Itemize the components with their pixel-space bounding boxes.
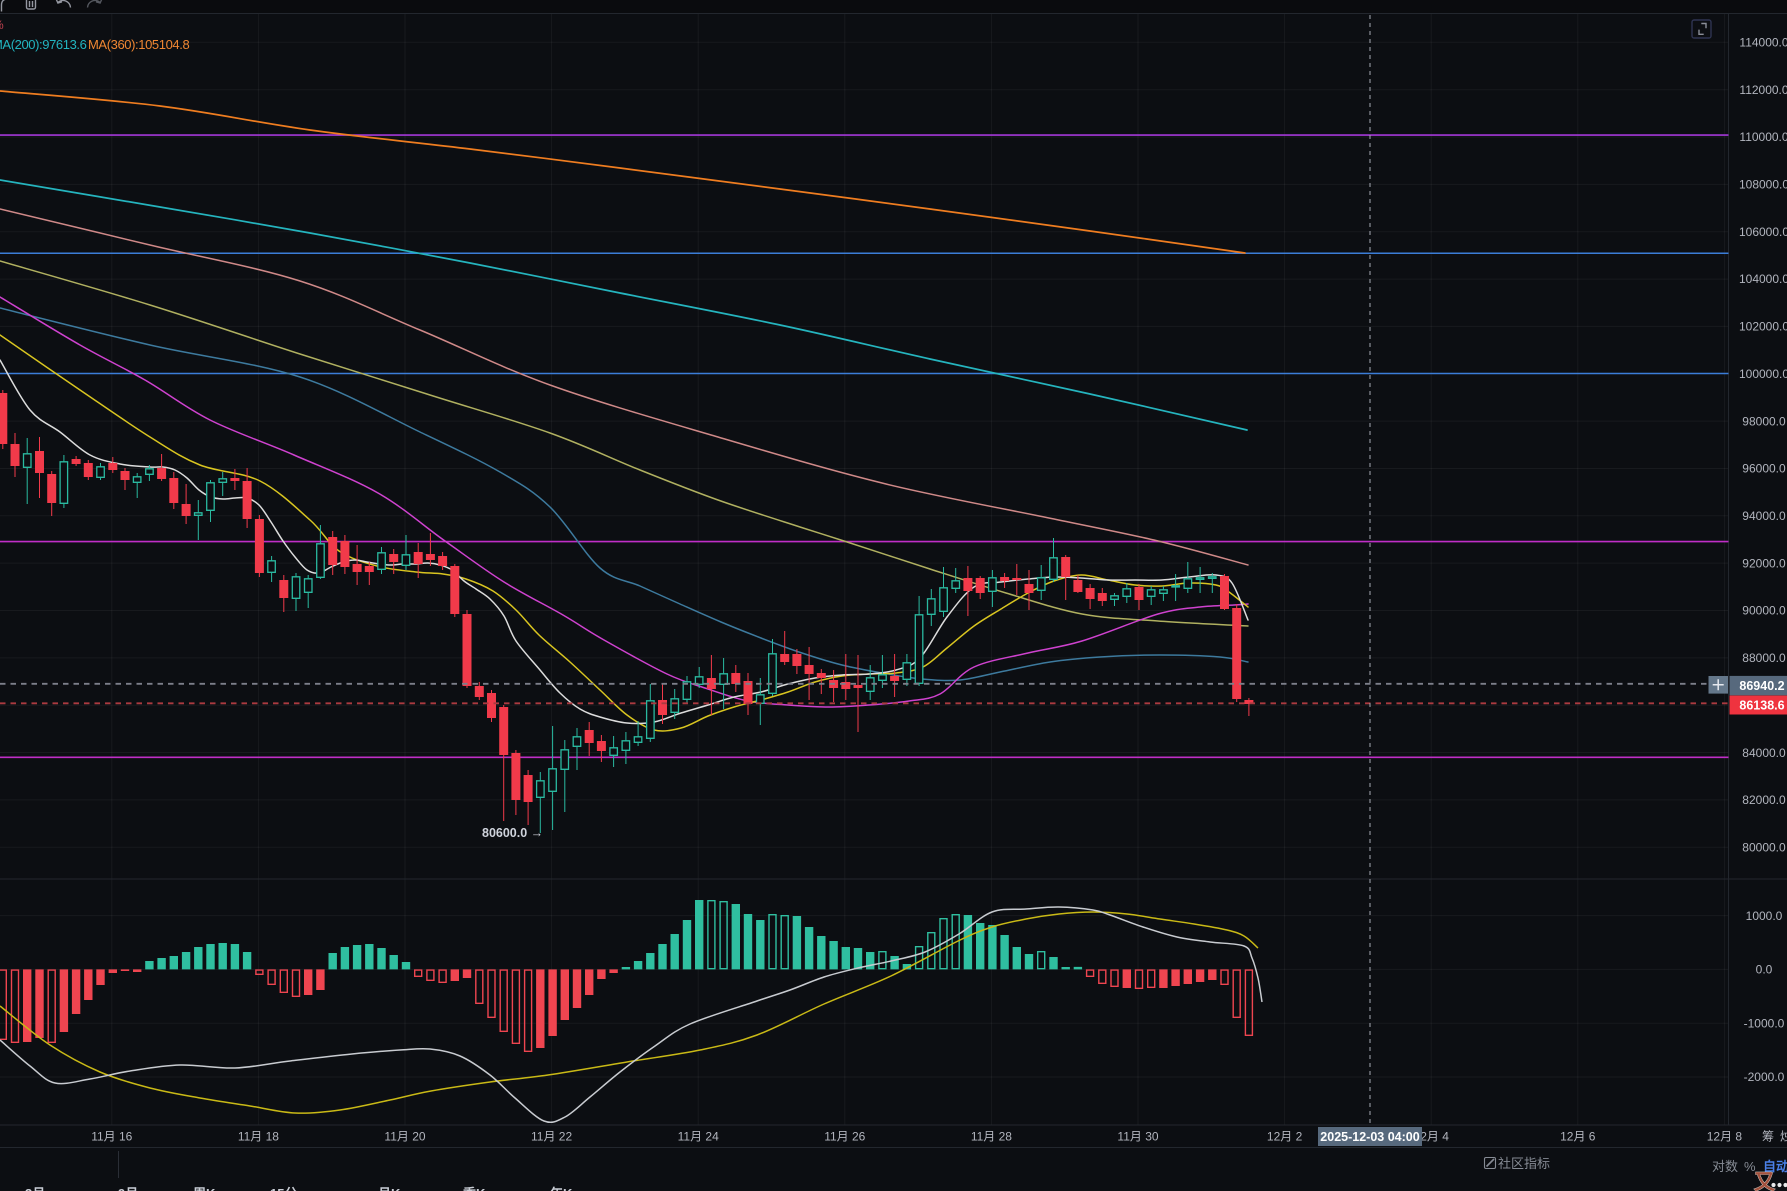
svg-text:110000.0: 110000.0 [1739, 130, 1787, 144]
svg-text:9月: 9月 [118, 1186, 138, 1191]
svg-text:104000.0: 104000.0 [1739, 272, 1787, 286]
svg-text:90000.0: 90000.0 [1742, 604, 1786, 618]
svg-text:98000.0: 98000.0 [1742, 414, 1786, 428]
svg-text:114000.0: 114000.0 [1739, 36, 1787, 50]
svg-text:MA(200):97613.6: MA(200):97613.6 [0, 37, 87, 52]
svg-text:社区指标: 社区指标 [1498, 1156, 1550, 1171]
svg-text:季K: 季K [462, 1186, 486, 1191]
svg-text:对数: 对数 [1712, 1159, 1738, 1174]
svg-text:12月 6: 12月 6 [1560, 1130, 1596, 1144]
svg-text:12月 4: 12月 4 [1414, 1130, 1450, 1144]
svg-text:烛: 烛 [1780, 1130, 1787, 1144]
svg-text:年K: 年K [550, 1186, 573, 1191]
svg-text:自动: 自动 [1763, 1159, 1787, 1174]
svg-text:3月: 3月 [25, 1186, 45, 1191]
svg-text:月K: 月K [377, 1186, 401, 1191]
svg-text:92000.0: 92000.0 [1742, 556, 1786, 570]
svg-text:80000.0: 80000.0 [1742, 841, 1786, 855]
svg-text:84000.0: 84000.0 [1742, 746, 1786, 760]
svg-text:96000.0: 96000.0 [1742, 462, 1786, 476]
svg-text:11月 30: 11月 30 [1117, 1130, 1158, 1144]
svg-text:112000.0: 112000.0 [1739, 83, 1787, 97]
svg-text:11月 18: 11月 18 [238, 1130, 279, 1144]
svg-text:11月 28: 11月 28 [971, 1130, 1012, 1144]
svg-text:88000.0: 88000.0 [1742, 651, 1786, 665]
svg-text:11月 16: 11月 16 [91, 1130, 132, 1144]
svg-text:86940.2: 86940.2 [1739, 679, 1784, 693]
svg-text:86138.6: 86138.6 [1739, 699, 1784, 713]
svg-text:1000.0: 1000.0 [1746, 909, 1783, 923]
svg-text:15分: 15分 [270, 1186, 297, 1191]
svg-text:80600.0 →: 80600.0 → [482, 826, 543, 840]
svg-text:12月 2: 12月 2 [1267, 1130, 1303, 1144]
svg-text:周K: 周K [193, 1186, 216, 1191]
svg-text:106000.0: 106000.0 [1739, 225, 1787, 239]
svg-text:-2000.0: -2000.0 [1744, 1070, 1785, 1084]
svg-text:11月 24: 11月 24 [678, 1130, 719, 1144]
svg-text:108000.0: 108000.0 [1739, 178, 1787, 192]
svg-text:11月 20: 11月 20 [384, 1130, 425, 1144]
svg-text:94000.0: 94000.0 [1742, 509, 1786, 523]
svg-text:筹: 筹 [1762, 1130, 1774, 1144]
svg-text:%: % [0, 18, 4, 32]
svg-text:-1000.0: -1000.0 [1744, 1016, 1785, 1030]
svg-text:11月 26: 11月 26 [824, 1130, 865, 1144]
svg-text:MA(360):105104.8: MA(360):105104.8 [88, 37, 189, 52]
svg-text:12月 8: 12月 8 [1707, 1130, 1743, 1144]
svg-text:100000.0: 100000.0 [1739, 367, 1787, 381]
svg-text:11月 22: 11月 22 [531, 1130, 572, 1144]
svg-text:又: 又 [1754, 1171, 1776, 1191]
svg-text:102000.0: 102000.0 [1739, 320, 1787, 334]
svg-text:82000.0: 82000.0 [1742, 793, 1786, 807]
svg-text:%: % [1744, 1159, 1756, 1174]
svg-text:2025-12-03 04:00: 2025-12-03 04:00 [1320, 1130, 1419, 1144]
svg-text:0.0: 0.0 [1756, 963, 1773, 977]
